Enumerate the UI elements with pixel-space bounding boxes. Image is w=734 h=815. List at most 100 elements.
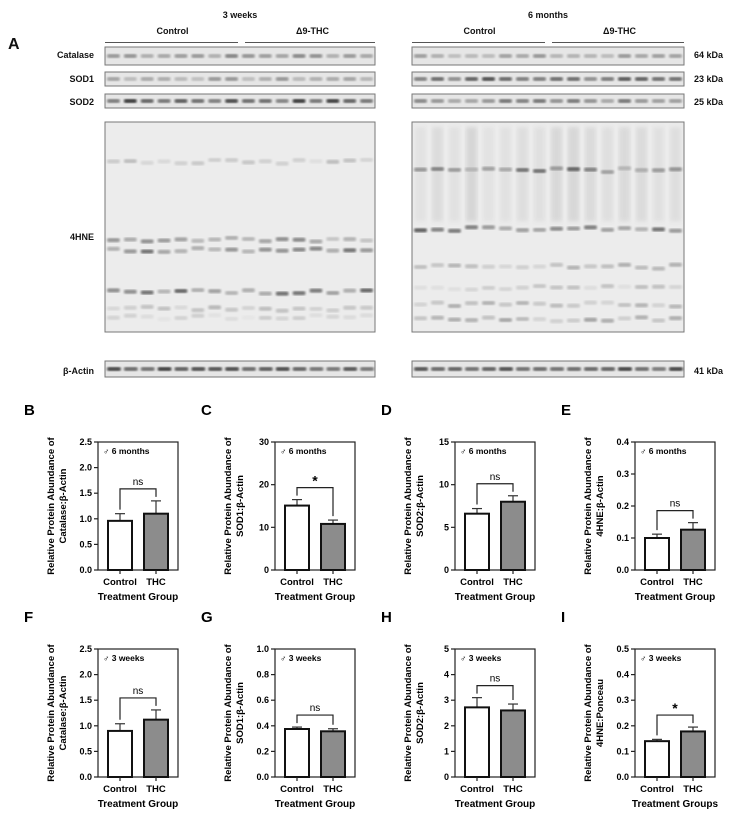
y-axis-label: Relative Protein Abundance of4HNE:β-Acti… xyxy=(583,436,606,574)
significance-bracket xyxy=(119,488,157,510)
chart-panel-e: E 0.0 0.1 0.2 0.3 0.4 Relative Protein Abundan… xyxy=(561,402,716,603)
row-label-beta-actin: β-Actin xyxy=(63,366,94,376)
y-tick-label: 0.0 xyxy=(79,565,92,575)
chart-inset-title: ♂ 6 months xyxy=(640,446,687,456)
kda-catalase: 64 kDa xyxy=(694,50,724,60)
y-axis-label: Relative Protein Abundance ofSOD2:β-Acti… xyxy=(403,436,426,574)
y-tick-label: 2 xyxy=(444,721,449,731)
x-tick-label: THC xyxy=(323,784,343,795)
kda-sod1: 23 kDa xyxy=(694,74,724,84)
x-tick-label: THC xyxy=(503,577,523,588)
y-tick-label: 0.0 xyxy=(256,772,269,782)
y-tick-label: 0.5 xyxy=(79,539,92,549)
blot-left-timepoint: 3 weeks xyxy=(222,10,258,20)
x-axis-label: Treatment Group xyxy=(455,592,536,603)
blot-right-control-label: Control xyxy=(463,26,496,36)
y-axis-label: Relative Protein Abundance ofCatalase:β-… xyxy=(46,643,69,781)
x-tick-label: Control xyxy=(280,784,314,795)
y-tick-label: 0.4 xyxy=(256,721,269,731)
plot-frame xyxy=(454,441,536,571)
chart-inset-title: ♂ 3 weeks xyxy=(280,653,322,663)
y-tick-label: 1.0 xyxy=(79,721,92,731)
panel-letter: B xyxy=(24,402,35,419)
plot-frame xyxy=(274,648,356,778)
y-tick-label: 2.5 xyxy=(79,644,92,654)
significance-label: * xyxy=(312,473,318,489)
y-tick-label: 2.0 xyxy=(79,463,92,473)
y-tick-label: 0.8 xyxy=(256,670,269,680)
y-tick-label: 0.3 xyxy=(616,469,629,479)
y-tick-label: 0.1 xyxy=(616,533,629,543)
chart-inset-title: ♂ 3 weeks xyxy=(103,653,145,663)
panel-letter: G xyxy=(201,609,213,626)
x-axis-label: Treatment Group xyxy=(455,799,536,810)
bar-thc xyxy=(680,528,706,571)
significance-label: ns xyxy=(490,472,501,483)
x-axis-label: Treatment Group xyxy=(635,592,716,603)
chart-inset-title: ♂ 3 weeks xyxy=(460,653,502,663)
plot-frame xyxy=(454,648,536,778)
bar-control xyxy=(464,706,490,778)
blot-left-thc-label: Δ9-THC xyxy=(296,26,329,36)
y-axis-label: Relative Protein Abundance of4HNE:Poncea… xyxy=(583,643,606,781)
plot-frame xyxy=(97,648,179,778)
y-tick-label: 10 xyxy=(439,480,449,490)
significance-label: ns xyxy=(310,703,321,714)
y-tick-label: 0.2 xyxy=(616,501,629,511)
y-tick-label: 0.2 xyxy=(256,746,269,756)
chart-inset-title: ♂ 6 months xyxy=(460,446,507,456)
blot-left-thc-rule xyxy=(245,42,375,43)
y-tick-label: 0 xyxy=(444,565,449,575)
x-tick-label: THC xyxy=(683,784,703,795)
x-tick-label: Control xyxy=(280,577,314,588)
panel-letter: H xyxy=(381,609,392,626)
y-axis-label: Relative Protein Abundance ofSOD1:β-Acti… xyxy=(223,436,246,574)
bar-thc xyxy=(143,512,169,571)
plot-frame xyxy=(97,441,179,571)
x-axis-label: Treatment Groups xyxy=(632,799,719,810)
y-tick-label: 1.5 xyxy=(79,488,92,498)
y-tick-label: 0.0 xyxy=(616,772,629,782)
y-tick-label: 0 xyxy=(444,772,449,782)
bar-control xyxy=(284,504,310,571)
blot-right-timepoint: 6 months xyxy=(527,10,568,20)
y-tick-label: 5 xyxy=(444,644,449,654)
y-tick-label: 0.2 xyxy=(616,721,629,731)
x-axis-label: Treatment Group xyxy=(98,592,179,603)
panel-letter: C xyxy=(201,402,212,419)
x-tick-label: Control xyxy=(640,577,674,588)
y-tick-label: 0.1 xyxy=(616,746,629,756)
row-label-sod2: SOD2 xyxy=(69,97,94,107)
y-tick-label: 5 xyxy=(444,522,449,532)
x-tick-label: THC xyxy=(146,577,166,588)
y-tick-label: 0.4 xyxy=(616,437,629,447)
significance-bracket xyxy=(296,487,334,517)
plot-frame xyxy=(634,648,716,778)
significance-bracket xyxy=(119,697,157,720)
chart-inset-title: ♂ 6 months xyxy=(280,446,327,456)
x-tick-label: THC xyxy=(146,784,166,795)
significance-bracket xyxy=(296,714,334,725)
x-tick-label: THC xyxy=(323,577,343,588)
chart-panel-g: G 0.0 0.2 0.4 0.6 0.8 1.0 Relative Protein Abun… xyxy=(201,609,356,810)
chart-panel-f: F 0.0 0.5 1.0 1.5 2.0 2.5 Relative Protein Abun… xyxy=(24,609,179,810)
significance-label: ns xyxy=(670,499,681,510)
row-label-sod1: SOD1 xyxy=(69,74,94,84)
kda-beta-actin: 41 kDa xyxy=(694,366,724,376)
significance-bracket xyxy=(656,714,694,736)
y-tick-label: 10 xyxy=(259,522,269,532)
y-tick-label: 0 xyxy=(264,565,269,575)
chart-panel-c: C 0 10 20 30 Relative Protein Abundance ofSOD… xyxy=(201,402,356,603)
chart-inset-title: ♂ 6 months xyxy=(103,446,150,456)
bar-control xyxy=(107,729,133,778)
bar-thc xyxy=(320,730,346,778)
significance-bracket xyxy=(476,483,514,505)
significance-bracket xyxy=(476,685,514,701)
panel-letter-a: A xyxy=(8,36,20,53)
y-axis-label: Relative Protein Abundance ofSOD2:β-Acti… xyxy=(403,643,426,781)
y-tick-label: 2.5 xyxy=(79,437,92,447)
blot-right-control-rule xyxy=(412,42,545,43)
bar-thc xyxy=(500,709,526,778)
x-axis-label: Treatment Group xyxy=(275,592,356,603)
bar-control xyxy=(644,537,670,571)
